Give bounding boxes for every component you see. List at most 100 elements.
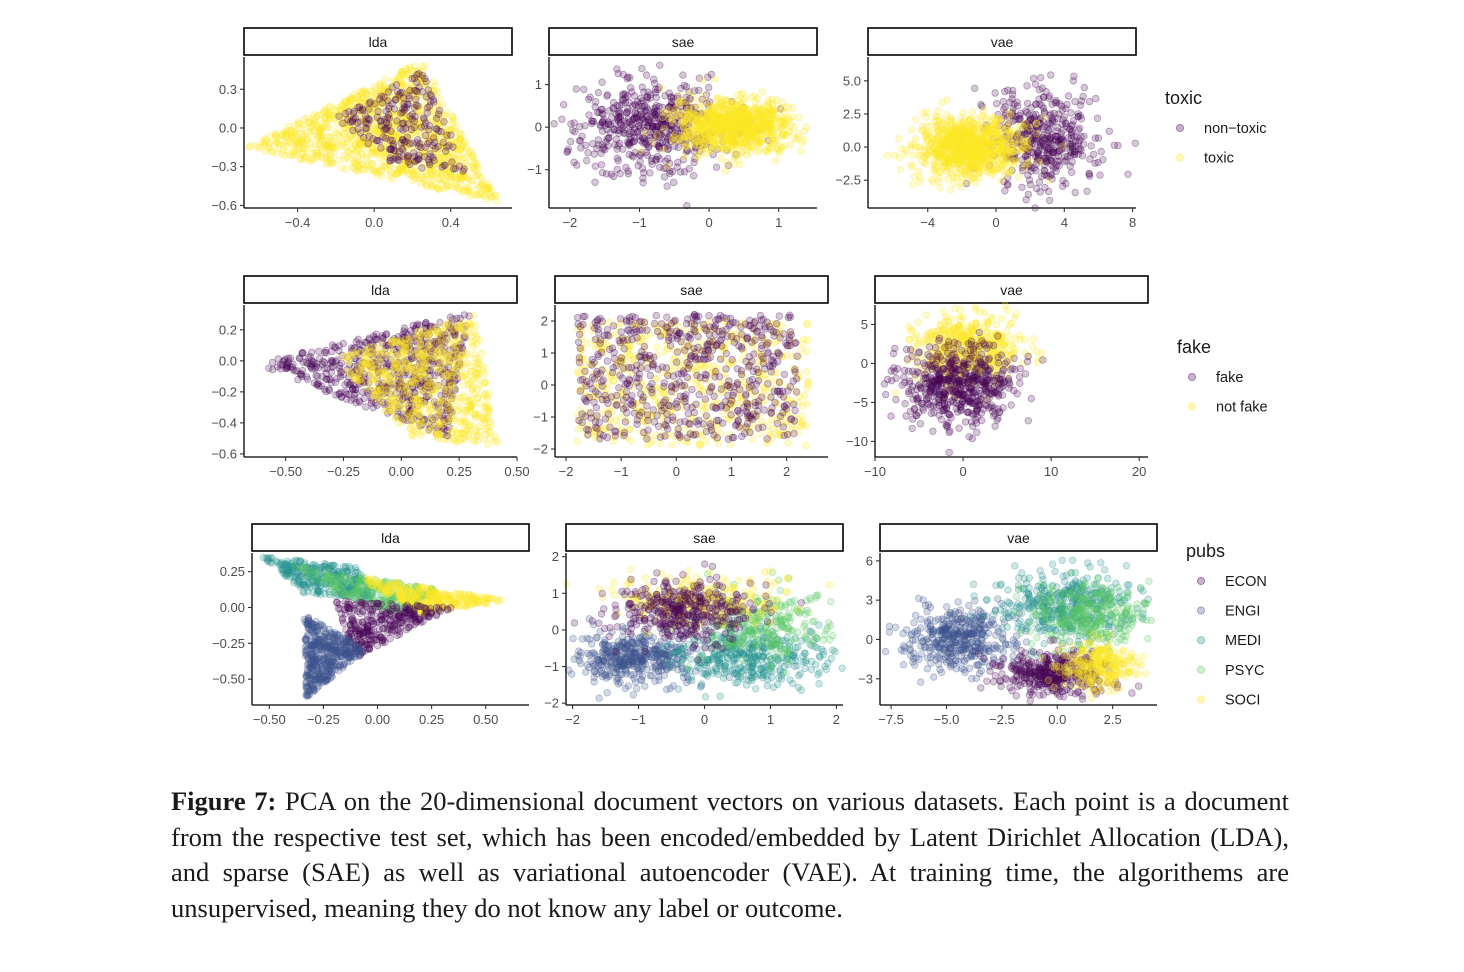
data-point bbox=[402, 116, 411, 124]
data-point bbox=[273, 137, 281, 145]
data-point bbox=[352, 166, 361, 175]
data-point bbox=[397, 94, 405, 103]
data-point bbox=[581, 121, 589, 130]
data-point bbox=[957, 113, 965, 121]
data-point bbox=[418, 77, 426, 86]
data-point bbox=[639, 178, 647, 187]
data-point bbox=[1094, 134, 1103, 142]
data-point bbox=[363, 126, 371, 134]
data-point bbox=[327, 379, 336, 387]
data-point bbox=[786, 141, 795, 149]
data-point bbox=[447, 131, 455, 139]
data-point bbox=[1017, 145, 1025, 153]
data-point bbox=[564, 147, 572, 155]
data-point bbox=[411, 62, 419, 70]
data-point bbox=[616, 112, 625, 121]
data-point bbox=[354, 145, 362, 154]
data-point bbox=[971, 84, 979, 92]
data-point bbox=[350, 90, 358, 98]
data-point bbox=[435, 106, 444, 115]
data-point bbox=[1035, 100, 1044, 108]
data-point bbox=[597, 161, 606, 169]
data-point bbox=[393, 90, 401, 99]
data-point bbox=[1053, 123, 1062, 132]
data-point bbox=[718, 144, 726, 153]
data-point bbox=[294, 375, 302, 384]
data-point bbox=[314, 133, 322, 141]
data-point bbox=[363, 155, 371, 163]
data-point bbox=[347, 95, 355, 103]
data-point bbox=[456, 152, 464, 161]
data-point bbox=[426, 165, 434, 173]
data-point bbox=[663, 182, 671, 190]
data-point bbox=[959, 134, 968, 142]
data-point bbox=[311, 118, 320, 127]
data-point bbox=[597, 122, 605, 130]
data-point bbox=[663, 162, 671, 170]
data-point bbox=[661, 92, 669, 100]
data-point bbox=[625, 139, 633, 147]
data-point bbox=[448, 149, 456, 157]
data-point bbox=[320, 153, 329, 162]
data-point bbox=[376, 109, 385, 117]
data-point bbox=[690, 93, 698, 102]
data-point bbox=[577, 144, 585, 152]
data-point bbox=[345, 135, 353, 143]
data-point bbox=[795, 113, 803, 122]
data-point bbox=[641, 129, 649, 137]
data-point bbox=[675, 92, 683, 100]
data-point bbox=[677, 120, 685, 128]
x-tick-label: 0.4 bbox=[442, 215, 460, 230]
data-point bbox=[293, 367, 301, 375]
data-point bbox=[316, 140, 324, 149]
data-point bbox=[327, 133, 335, 142]
data-point bbox=[583, 156, 591, 165]
data-point bbox=[410, 86, 419, 95]
data-point bbox=[1035, 85, 1043, 94]
data-point bbox=[936, 183, 944, 192]
data-point bbox=[585, 111, 593, 119]
data-point bbox=[376, 95, 384, 103]
data-point bbox=[321, 113, 329, 122]
data-point bbox=[748, 113, 757, 122]
data-point bbox=[421, 131, 430, 140]
data-point bbox=[560, 100, 568, 109]
data-point bbox=[970, 120, 978, 128]
data-point bbox=[404, 100, 412, 108]
data-point bbox=[1035, 178, 1044, 186]
data-point bbox=[317, 137, 325, 146]
data-point bbox=[999, 124, 1007, 133]
data-point bbox=[674, 98, 682, 107]
data-point bbox=[619, 145, 627, 153]
data-point bbox=[580, 85, 588, 94]
facet-toxic-sae: sae−2 −1 0 110−1 bbox=[527, 27, 818, 230]
data-point bbox=[464, 187, 472, 196]
facet-strip bbox=[243, 27, 513, 56]
data-point bbox=[711, 141, 719, 150]
data-point bbox=[896, 165, 905, 174]
data-point bbox=[403, 122, 412, 130]
data-point bbox=[997, 177, 1005, 185]
data-point bbox=[347, 132, 355, 140]
data-point bbox=[392, 166, 400, 174]
data-point bbox=[401, 139, 409, 148]
data-point bbox=[439, 140, 447, 148]
data-point bbox=[933, 153, 941, 162]
data-point bbox=[1029, 74, 1038, 82]
data-point bbox=[457, 136, 465, 144]
data-point bbox=[957, 162, 965, 170]
data-point bbox=[584, 95, 593, 103]
data-point bbox=[794, 129, 802, 138]
data-point bbox=[680, 128, 689, 136]
data-point bbox=[675, 134, 683, 143]
data-point bbox=[462, 159, 470, 167]
data-point bbox=[744, 104, 752, 113]
data-point bbox=[361, 112, 370, 120]
data-point bbox=[637, 147, 645, 155]
data-point bbox=[397, 101, 405, 110]
data-point bbox=[354, 335, 362, 343]
data-point bbox=[631, 109, 639, 118]
facet-strip-label: lda bbox=[369, 34, 388, 50]
facet-fake-lda: lda−0.50 −0.25 0.00 0.25 0.500.20.0−0.2−0.4−… bbox=[211, 275, 530, 479]
